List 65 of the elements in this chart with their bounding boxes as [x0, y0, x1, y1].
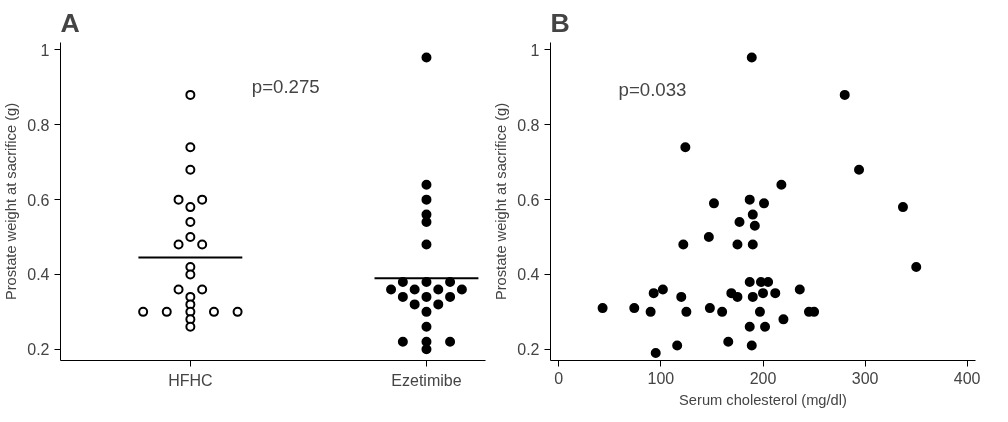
y-tick-label: 0.4 [517, 266, 540, 284]
point [758, 288, 768, 299]
point [734, 217, 745, 228]
point [732, 291, 743, 302]
point [770, 288, 781, 299]
point [629, 303, 640, 314]
point [744, 321, 755, 332]
point [657, 284, 668, 295]
point [747, 291, 758, 302]
chart-title: A [60, 7, 80, 38]
point [650, 348, 661, 359]
y-tick-label: 1 [530, 41, 540, 59]
x-tick-label: HFHC [168, 371, 213, 389]
point [754, 306, 765, 317]
point [776, 179, 787, 190]
x-tick-label: Ezetimibe [391, 371, 462, 389]
point [839, 89, 850, 100]
point [763, 276, 774, 287]
point [717, 306, 728, 317]
x-tick-label: 300 [851, 369, 879, 387]
point [897, 202, 908, 213]
point [749, 220, 760, 231]
point [597, 303, 608, 314]
point [760, 321, 771, 332]
point [747, 209, 758, 220]
point [703, 232, 714, 243]
y-tick-label: 0.8 [27, 116, 50, 134]
chart-title: B [550, 7, 570, 38]
point [794, 284, 805, 295]
x-tick-label: 200 [749, 369, 777, 387]
y-tick-label: 0.6 [517, 191, 540, 209]
point [911, 261, 922, 272]
x-tick-label: 100 [647, 369, 675, 387]
annotation: p=0.033 [618, 78, 687, 100]
point [746, 52, 757, 63]
point [759, 198, 770, 209]
point [747, 239, 758, 250]
point [681, 306, 692, 317]
point [680, 142, 691, 153]
x-axis-title: Serum cholesterol (mg/dl) [679, 391, 847, 408]
point [672, 340, 683, 351]
point [645, 306, 656, 317]
y-tick-label: 0.2 [27, 341, 50, 359]
x-tick-label: 400 [953, 369, 981, 387]
point [648, 288, 659, 299]
annotation: p=0.275 [251, 75, 320, 97]
point [704, 303, 715, 314]
point [778, 314, 789, 325]
point [744, 276, 755, 287]
point [744, 194, 755, 205]
y-tick-label: 0.8 [517, 116, 540, 134]
point [854, 164, 865, 175]
point [676, 291, 687, 302]
point [708, 198, 719, 209]
point [678, 239, 689, 250]
point [723, 336, 734, 347]
y-axis-title: Prostate weight at sacrifice (g) [3, 102, 20, 301]
x-tick-label: 0 [554, 369, 564, 387]
y-tick-label: 0.2 [517, 341, 540, 359]
y-tick-label: 0.4 [27, 266, 50, 284]
y-tick-label: 0.6 [27, 191, 50, 209]
y-tick-label: 1 [40, 41, 50, 59]
point [732, 239, 743, 250]
point [746, 340, 757, 351]
y-axis-title: Prostate weight at sacrifice (g) [493, 102, 510, 301]
